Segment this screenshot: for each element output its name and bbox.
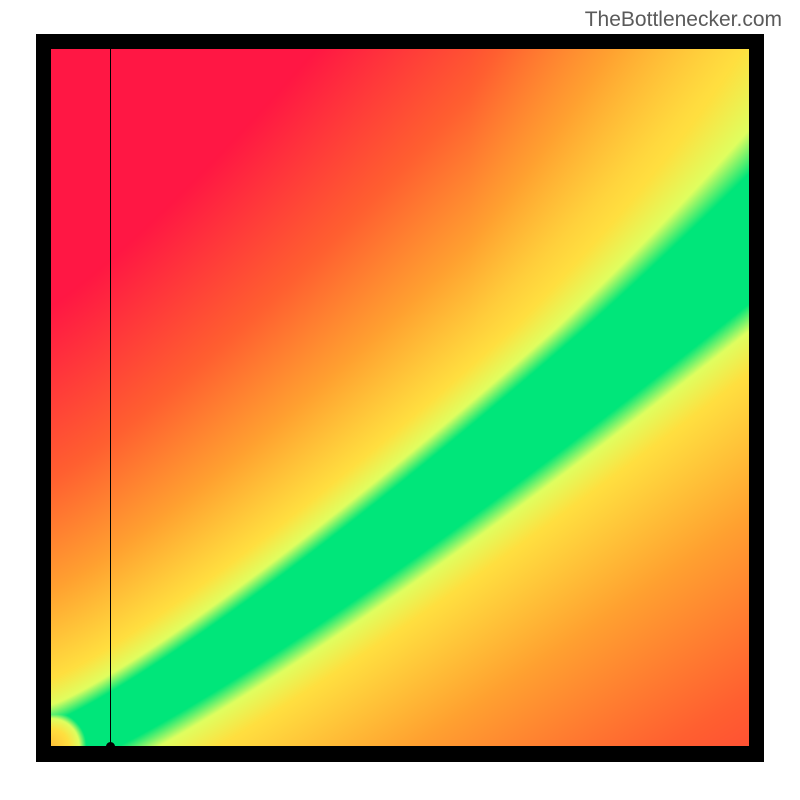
watermark-text: TheBottlenecker.com [585,8,782,32]
crosshair-vertical-line [110,49,111,747]
crosshair-horizontal-line [51,746,749,747]
crosshair-marker-dot [106,742,115,751]
heatmap-chart [36,34,764,762]
heatmap-canvas [51,49,749,747]
